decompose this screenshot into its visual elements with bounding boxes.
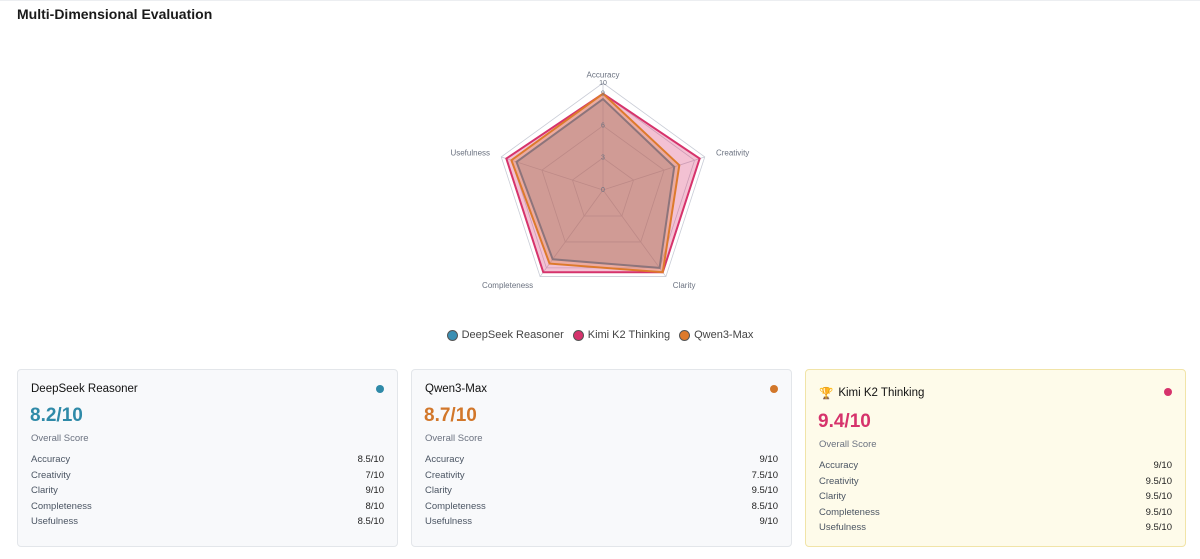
metric-row: Clarity 9.5/10 (425, 485, 778, 496)
metric-label: Creativity (819, 475, 859, 487)
legend-label: Qwen3-Max (694, 329, 754, 341)
axis-label: Accuracy (587, 70, 620, 79)
metric-label: Accuracy (425, 454, 465, 465)
metric-label: Accuracy (819, 460, 859, 471)
metric-value: 9.5/10 (1145, 491, 1172, 503)
legend-item: Qwen3-Max (679, 329, 753, 341)
metric-row: Completeness 8/10 (31, 501, 384, 512)
metric-value: 8.5/10 (357, 516, 384, 528)
metric-value: 9/10 (759, 516, 779, 528)
axis-label: Completeness (482, 281, 533, 290)
metric-label: Usefulness (31, 516, 78, 528)
legend: DeepSeek Reasoner Kimi K2 Thinking Qwen3-M… (0, 329, 1200, 341)
legend-item: DeepSeek Reasoner (446, 329, 564, 341)
metric-label: Completeness (819, 506, 880, 518)
metric-value: 7.5/10 (751, 469, 778, 481)
radar-area (510, 92, 681, 274)
metric-value: 8/10 (365, 500, 385, 512)
metric-label: Clarity (31, 485, 58, 497)
section-title: Multi-Dimensional Evaluation (17, 6, 213, 22)
metric-value: 9.5/10 (1145, 475, 1172, 487)
card-dot (376, 385, 384, 393)
metric-label: Clarity (819, 491, 846, 503)
axis-label: Clarity (673, 281, 696, 290)
metric-row: Creativity 7.5/10 (425, 470, 778, 481)
metric-value: 9/10 (365, 485, 385, 497)
legend-swatch (679, 329, 691, 341)
score-label: Overall Score (425, 433, 483, 444)
axis-label: Usefulness (450, 148, 490, 157)
metric-label: Clarity (425, 485, 452, 497)
card-dot (770, 385, 778, 393)
grid-ring (541, 125, 665, 243)
legend-swatch (572, 329, 584, 341)
model-card: DeepSeek Reasoner 8.2/10 Overall Score Accu… (17, 369, 398, 547)
score-label: Overall Score (31, 433, 89, 444)
metric-value: 8.5/10 (751, 500, 778, 512)
metric-row: Creativity 9.5/10 (819, 476, 1172, 487)
axis-line (602, 156, 705, 191)
axis-label: Creativity (716, 148, 749, 157)
metric-value: 9/10 (759, 454, 779, 465)
r-tick-label: 9 (601, 91, 605, 98)
r-tick-label: 6 (601, 123, 605, 130)
metric-label: Usefulness (425, 516, 472, 528)
metric-row: Clarity 9/10 (31, 485, 384, 496)
metric-row: Accuracy 9/10 (425, 454, 778, 465)
metric-value: 8.5/10 (357, 454, 384, 465)
card-title: DeepSeek Reasoner (31, 383, 138, 395)
card-title: 🏆 Kimi K2 Thinking (819, 386, 924, 400)
grid-ring (572, 157, 634, 217)
card-name: DeepSeek Reasoner (31, 383, 138, 395)
metric-label: Accuracy (31, 454, 71, 465)
legend-swatch (446, 329, 458, 341)
legend-label: DeepSeek Reasoner (461, 329, 564, 341)
grid-ring (500, 82, 706, 277)
metric-row: Usefulness 9/10 (425, 516, 778, 527)
r-tick-label: 10 (599, 80, 607, 87)
metric-label: Creativity (31, 469, 71, 481)
axis-line (501, 156, 604, 191)
legend-item: Kimi K2 Thinking (572, 329, 671, 341)
metric-row: Creativity 7/10 (31, 470, 384, 481)
metric-value: 9.5/10 (1145, 522, 1172, 534)
metric-label: Creativity (425, 469, 465, 481)
score-label: Overall Score (819, 439, 877, 450)
axis-line (602, 189, 667, 277)
metric-value: 9.5/10 (1145, 506, 1172, 518)
metric-label: Completeness (31, 500, 92, 512)
metric-row: Accuracy 9/10 (819, 460, 1172, 471)
overall-score: 9.4/10 (818, 411, 871, 432)
card-dot (1164, 388, 1172, 396)
axis-line (539, 189, 604, 277)
r-tick-label: 0 (601, 187, 605, 194)
metric-row: Accuracy 8.5/10 (31, 454, 384, 465)
metric-row: Completeness 8.5/10 (425, 501, 778, 512)
metric-row: Completeness 9.5/10 (819, 507, 1172, 518)
card-icon: 🏆 (819, 388, 834, 400)
model-card: 🏆 Kimi K2 Thinking 9.4/10 Overall Score Accu… (805, 369, 1186, 547)
radar-area (515, 97, 676, 269)
metric-value: 9/10 (1153, 460, 1173, 471)
card-name: Qwen3-Max (425, 383, 487, 395)
metric-row: Usefulness 8.5/10 (31, 516, 384, 527)
top-border (0, 0, 1200, 1)
metric-value: 9.5/10 (751, 485, 778, 497)
overall-score: 8.2/10 (30, 405, 83, 426)
card-name: Kimi K2 Thinking (838, 387, 925, 399)
metric-label: Usefulness (819, 522, 866, 534)
r-tick-label: 3 (601, 155, 605, 162)
metric-row: Clarity 9.5/10 (819, 491, 1172, 502)
model-card: Qwen3-Max 8.7/10 Overall Score Accuracy 9/10… (411, 369, 792, 547)
metric-value: 7/10 (365, 469, 385, 481)
metric-label: Completeness (425, 500, 486, 512)
card-title: Qwen3-Max (425, 383, 487, 395)
metric-row: Usefulness 9.5/10 (819, 522, 1172, 533)
legend-label: Kimi K2 Thinking (587, 329, 671, 341)
overall-score: 8.7/10 (424, 405, 477, 426)
